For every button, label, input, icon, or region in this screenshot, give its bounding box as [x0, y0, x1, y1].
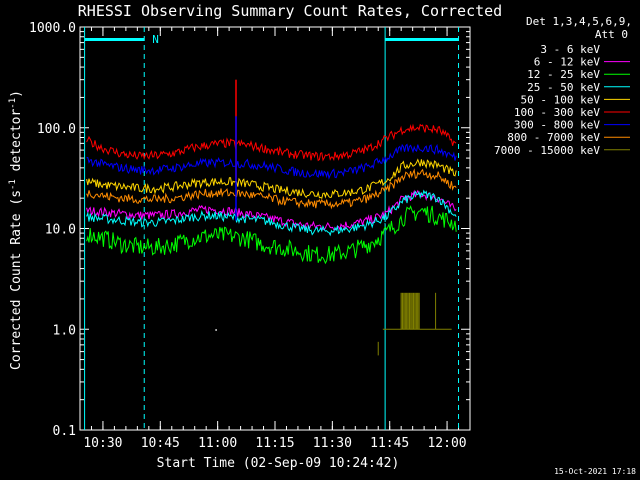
y-tick-label: 1000.0: [29, 21, 76, 36]
y-tick-label: 100.0: [37, 122, 76, 137]
legend-entry-label: 6 - 12 keV: [534, 56, 601, 69]
x-tick-label: 10:30: [83, 436, 122, 451]
legend-header-line-2: Att 0: [595, 28, 628, 41]
night-bar: [84, 38, 145, 41]
timestamp: 15-Oct-2021 17:18: [554, 467, 636, 476]
legend-entry-label: 12 - 25 keV: [527, 68, 600, 81]
series-line: [86, 205, 457, 265]
x-axis-label: Start Time (02-Sep-09 10:24:42): [157, 456, 400, 471]
y-tick-label: 0.1: [53, 424, 76, 439]
legend-entry-label: 3 - 6 keV: [540, 43, 600, 56]
x-tick-label: 11:30: [313, 436, 352, 451]
night-marker-label: N: [152, 33, 159, 46]
series-line: [86, 123, 457, 162]
x-tick-label: 11:15: [255, 436, 294, 451]
data-dot: [215, 329, 217, 331]
series-line: [86, 168, 457, 210]
series-line: [86, 158, 457, 199]
x-tick-label: 12:00: [427, 436, 466, 451]
series-line: [86, 189, 457, 237]
legend-entry-label: 7000 - 15000 keV: [494, 144, 600, 157]
legend-entry-label: 25 - 50 keV: [527, 81, 600, 94]
plot-frame: [79, 26, 471, 431]
chart-title: RHESSI Observing Summary Count Rates, Co…: [78, 2, 502, 20]
y-axis-label: Corrected Count Rate (s-1 detector-1): [8, 90, 24, 370]
y-tick-label: 1.0: [53, 323, 76, 338]
legend-header-line-1: Det 1,3,4,5,6,9,: [526, 15, 632, 28]
y-tick-label: 10.0: [45, 223, 76, 238]
night-bar: [385, 38, 459, 41]
series-line: [86, 197, 457, 245]
legend-entry-label: 800 - 7000 keV: [507, 131, 600, 144]
series-line: [86, 143, 457, 180]
legend-entry-label: 100 - 300 keV: [514, 106, 600, 119]
x-tick-label: 11:00: [198, 436, 237, 451]
x-tick-label: 10:45: [141, 436, 180, 451]
legend-entry-label: 50 - 100 keV: [521, 93, 601, 106]
x-tick-label: 11:45: [370, 436, 409, 451]
legend-entry-label: 300 - 800 keV: [514, 119, 600, 132]
